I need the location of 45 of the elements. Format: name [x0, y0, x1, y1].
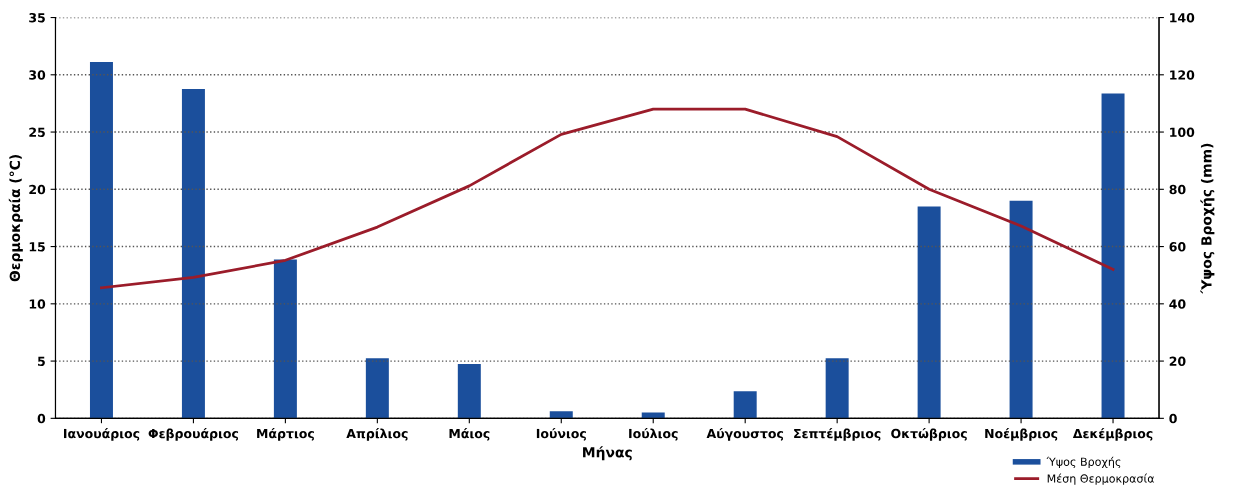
x-tick-label: Δεκέμβριος [1072, 428, 1153, 441]
x-tick-label: Οκτώβριος [891, 428, 967, 441]
y2-tick-label: 120 [1170, 70, 1195, 80]
y2-tick-label: 60 [1169, 242, 1186, 252]
y-tick-label: 25 [29, 127, 45, 137]
y-tick-label: 35 [29, 13, 45, 23]
y2-tick-label: 140 [1170, 13, 1195, 23]
bar [457, 363, 481, 419]
y-tick-label: 10 [29, 299, 46, 309]
y-tick-label: 5 [38, 356, 45, 366]
x-tick-label: Μάιος [449, 428, 490, 441]
y-tick-label: 15 [29, 242, 45, 252]
x-tick-label: Μάρτιος [257, 428, 314, 441]
x-tick-label: Νοέμβριος [985, 428, 1058, 441]
y2-tick-label: 80 [1169, 184, 1186, 195]
x-tick-label: Ιανουάριος [64, 428, 140, 441]
y2-tick-label: 40 [1169, 299, 1186, 309]
bar [181, 89, 205, 419]
y2-tick-label: 20 [1169, 356, 1186, 366]
x-tick-label: Αύγουστος [706, 428, 784, 441]
bar [825, 358, 849, 419]
x-axis-title: Μήνας [583, 446, 632, 461]
bar [549, 411, 573, 419]
y-axis-title: Θερμοκραία (°C) [8, 155, 23, 282]
x-tick-label: Σεπτέμβριος [794, 428, 881, 441]
bar [89, 61, 113, 419]
line-series [100, 107, 1115, 290]
y2-axis-title: Ύψος Βροχής (mm) [1200, 143, 1215, 294]
bar [1009, 200, 1033, 419]
bar [365, 358, 389, 419]
x-tick-label: Απρίλιος [346, 428, 408, 441]
y-tick-label: 20 [29, 184, 46, 195]
x-tick-label: Φεβρουάριος [148, 428, 239, 441]
legend-label: Μέση Θερμοκρασία [1047, 473, 1155, 485]
bar [917, 206, 941, 419]
y2-tick-label: 0 [1169, 413, 1177, 424]
y2-tick-label: 100 [1170, 127, 1195, 137]
y-tick-label: 0 [37, 413, 46, 424]
legend-label: Ύψος Βροχής [1046, 456, 1121, 469]
bar [733, 391, 757, 419]
x-tick-label: Ιούνιος [536, 428, 586, 441]
bar [1101, 93, 1125, 419]
x-tick-label: Ιούλιος [629, 428, 678, 441]
y-tick-label: 30 [29, 70, 46, 80]
bar [273, 259, 297, 419]
